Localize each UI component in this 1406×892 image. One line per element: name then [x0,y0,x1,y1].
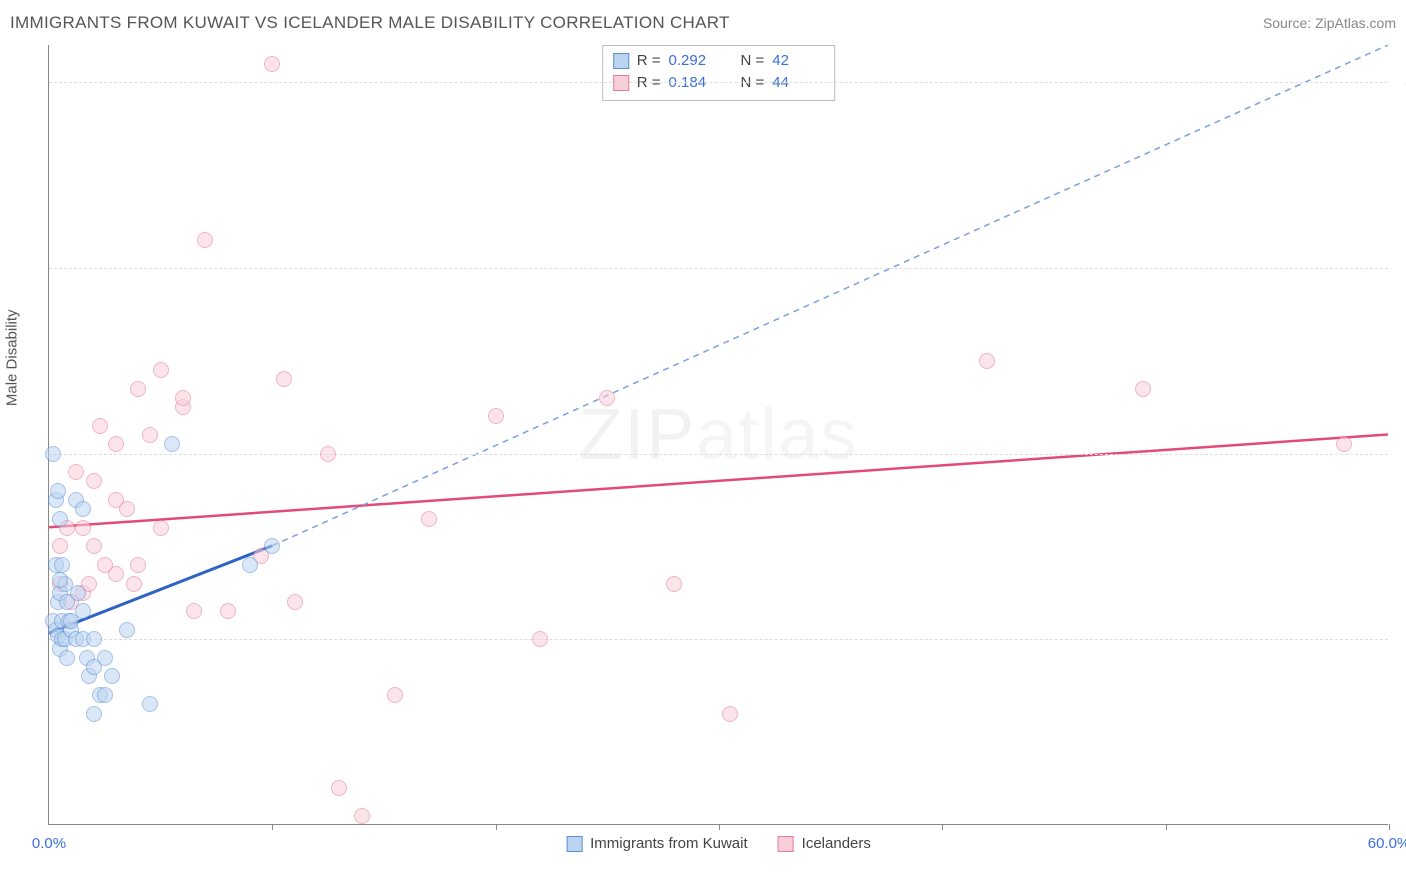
stats-row-series1: R = 0.292 N = 42 [613,50,821,72]
point-series1 [50,483,66,499]
point-series2 [92,418,108,434]
point-series1 [52,572,68,588]
point-series2 [320,446,336,462]
point-series1 [86,631,102,647]
point-series2 [354,808,370,824]
point-series1 [45,446,61,462]
gridline-h [49,82,1388,83]
gridline-h [49,454,1388,455]
x-tick [719,824,720,830]
point-series2 [130,381,146,397]
point-series2 [488,408,504,424]
x-tick [496,824,497,830]
legend-label-series1: Immigrants from Kuwait [590,835,748,852]
point-series2 [197,232,213,248]
point-series2 [153,362,169,378]
swatch-series1-b [566,836,582,852]
r-label-1: R = [637,50,661,72]
point-series1 [242,557,258,573]
title-bar: IMMIGRANTS FROM KUWAIT VS ICELANDER MALE… [10,8,1396,38]
point-series1 [52,511,68,527]
gridline-h [49,268,1388,269]
point-series2 [220,603,236,619]
point-series2 [108,436,124,452]
point-series2 [1336,436,1352,452]
point-series1 [119,622,135,638]
point-series2 [264,56,280,72]
chart-title: IMMIGRANTS FROM KUWAIT VS ICELANDER MALE… [10,13,730,33]
x-tick [942,824,943,830]
point-series1 [164,436,180,452]
point-series2 [599,390,615,406]
trendlines [49,45,1388,824]
point-series1 [70,585,86,601]
point-series2 [108,492,124,508]
point-series2 [126,576,142,592]
y-axis-label: Male Disability [4,309,21,406]
point-series1 [104,668,120,684]
point-series1 [264,538,280,554]
point-series2 [175,390,191,406]
point-series2 [52,538,68,554]
x-tick [272,824,273,830]
point-series2 [86,538,102,554]
point-series2 [108,566,124,582]
point-series1 [75,501,91,517]
point-series2 [276,371,292,387]
watermark-text-a: ZIP [578,395,696,475]
watermark-text-b: atlas [696,395,858,475]
point-series2 [722,706,738,722]
plot-area: ZIPatlas R = 0.292 N = 42 R = 0.184 N = … [48,45,1388,825]
point-series2 [979,353,995,369]
point-series1 [59,650,75,666]
swatch-series1 [613,53,629,69]
x-tick-label: 0.0% [32,835,66,852]
point-series2 [387,687,403,703]
legend-label-series2: Icelanders [802,835,871,852]
watermark: ZIPatlas [578,394,858,476]
x-tick [1389,824,1390,830]
point-series2 [287,594,303,610]
point-series1 [97,687,113,703]
point-series2 [421,511,437,527]
point-series2 [75,520,91,536]
swatch-series2-b [778,836,794,852]
point-series1 [86,706,102,722]
legend-item-series2: Icelanders [778,835,871,852]
point-series2 [130,557,146,573]
point-series1 [142,696,158,712]
x-tick [1166,824,1167,830]
point-series2 [86,473,102,489]
point-series2 [666,576,682,592]
point-series2 [331,780,347,796]
r-value-1: 0.292 [669,50,717,72]
point-series1 [75,603,91,619]
n-value-1: 42 [772,50,820,72]
point-series1 [54,557,70,573]
correlation-chart: IMMIGRANTS FROM KUWAIT VS ICELANDER MALE… [0,0,1406,892]
point-series2 [153,520,169,536]
point-series1 [97,650,113,666]
gridline-h [49,639,1388,640]
n-label-1: N = [741,50,765,72]
bottom-legend: Immigrants from Kuwait Icelanders [566,835,871,852]
point-series2 [1135,381,1151,397]
point-series2 [532,631,548,647]
point-series2 [142,427,158,443]
x-tick-label: 60.0% [1368,835,1406,852]
legend-item-series1: Immigrants from Kuwait [566,835,748,852]
point-series2 [186,603,202,619]
point-series2 [68,464,84,480]
source-attribution: Source: ZipAtlas.com [1263,15,1396,31]
stats-legend: R = 0.292 N = 42 R = 0.184 N = 44 [602,45,836,101]
